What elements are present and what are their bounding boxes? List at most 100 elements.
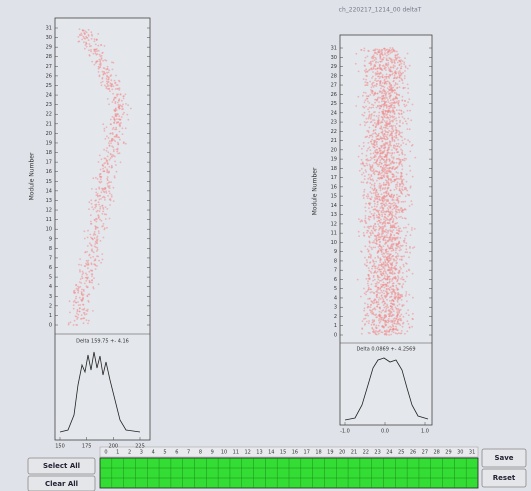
scatter-dot (359, 170, 361, 172)
scatter-dot (85, 277, 87, 279)
scatter-dot (406, 270, 408, 272)
scatter-dot (381, 100, 383, 102)
scatter-dot (90, 257, 92, 259)
scatter-dot (387, 216, 389, 218)
scatter-dot (376, 80, 378, 82)
scatter-dot (369, 211, 371, 213)
scatter-dot (99, 173, 101, 175)
scatter-dot (382, 298, 384, 300)
scatter-dot (405, 242, 407, 244)
scatter-dot (370, 159, 372, 161)
scatter-dot (89, 280, 91, 282)
y-axis-label: Module Number (29, 152, 36, 200)
scatter-dot (405, 227, 407, 229)
scatter-dot (81, 300, 83, 302)
scatter-dot (92, 256, 94, 258)
scatter-dot (126, 114, 128, 116)
scatter-dot (381, 214, 383, 216)
scatter-dot (101, 158, 103, 160)
scatter-dot (98, 283, 100, 285)
scatter-dot (386, 101, 388, 103)
scatter-dot (367, 148, 369, 150)
scatter-dot (396, 102, 398, 104)
scatter-dot (383, 204, 385, 206)
scatter-dot (409, 205, 411, 207)
scatter-dot (379, 150, 381, 152)
scatter-dot (383, 238, 385, 240)
scatter-dot (98, 232, 100, 234)
scatter-dot (118, 118, 120, 120)
scatter-dot (371, 206, 373, 208)
scatter-dot (381, 177, 383, 179)
scatter-dot (393, 237, 395, 239)
scatter-dot (378, 250, 380, 252)
scatter-dot (79, 269, 81, 271)
scatter-dot (379, 164, 381, 166)
scatter-dot (384, 172, 386, 174)
module-tick-label: 26 (46, 73, 52, 79)
scatter-dot (369, 332, 371, 334)
scatter-dot (383, 245, 385, 247)
scatter-dot (362, 95, 364, 97)
scatter-dot (380, 222, 382, 224)
channel-label: 22 (363, 450, 369, 456)
scatter-dot (386, 236, 388, 238)
scatter-dot (112, 146, 114, 148)
scatter-dot (98, 50, 100, 52)
scatter-dot (397, 151, 399, 153)
scatter-dot (77, 314, 79, 316)
scatter-dot (376, 100, 378, 102)
scatter-dot (404, 158, 406, 160)
scatter-dot (382, 175, 384, 177)
channel-label: 13 (256, 450, 262, 456)
scatter-dot (117, 121, 119, 123)
scatter-dot (87, 261, 89, 263)
scatter-dot (403, 316, 405, 318)
scatter-dot (379, 207, 381, 209)
module-tick-label: 27 (331, 83, 337, 89)
scatter-dot (411, 229, 413, 231)
scatter-dot (363, 78, 365, 80)
scatter-dot (402, 72, 404, 74)
scatter-dot (107, 179, 109, 181)
scatter-dot (382, 59, 384, 61)
scatter-dot (103, 73, 105, 75)
scatter-dot (391, 230, 393, 232)
scatter-dot (110, 74, 112, 76)
scatter-dot (400, 72, 402, 74)
scatter-dot (102, 211, 104, 213)
scatter-dot (383, 57, 385, 59)
scatter-dot (78, 41, 80, 43)
scatter-dot (375, 291, 377, 293)
scatter-dot (372, 60, 374, 62)
scatter-dot (381, 175, 383, 177)
scatter-dot (107, 176, 109, 178)
scatter-dot (375, 129, 377, 131)
scatter-dot (123, 142, 125, 144)
scatter-dot (388, 293, 390, 295)
scatter-dot (383, 182, 385, 184)
scatter-dot (387, 322, 389, 324)
scatter-dot (397, 275, 399, 277)
scatter-dot (382, 110, 384, 112)
scatter-dot (100, 176, 102, 178)
scatter-dot (106, 160, 108, 162)
scatter-dot (79, 271, 81, 273)
module-tick-label: 17 (46, 160, 52, 166)
scatter-dot (88, 264, 90, 266)
scatter-dot (398, 233, 400, 235)
scatter-dot (395, 285, 397, 287)
scatter-dot (378, 148, 380, 150)
scatter-dot (374, 271, 376, 273)
module-tick-label: 29 (331, 64, 337, 70)
scatter-dot (392, 328, 394, 330)
scatter-dot (115, 75, 117, 77)
scatter-dot (384, 54, 386, 56)
scatter-dot (365, 75, 367, 77)
scatter-dot (385, 242, 387, 244)
scatter-dot (374, 156, 376, 158)
scatter-dot (374, 102, 376, 104)
scatter-dot (408, 314, 410, 316)
scatter-dot (372, 319, 374, 321)
scatter-dot (79, 297, 81, 299)
